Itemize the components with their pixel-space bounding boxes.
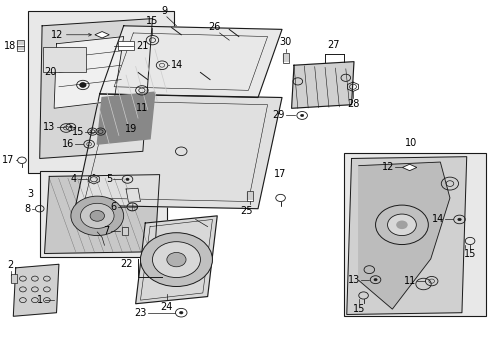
Text: 1: 1	[38, 295, 43, 305]
Text: 13: 13	[347, 275, 360, 285]
Text: 11: 11	[136, 103, 148, 113]
Polygon shape	[40, 19, 152, 158]
Text: 5: 5	[106, 174, 112, 184]
Circle shape	[140, 233, 212, 287]
Circle shape	[71, 196, 123, 235]
Text: 20: 20	[44, 67, 57, 77]
Text: 4: 4	[71, 174, 77, 184]
Bar	[11, 274, 17, 283]
Polygon shape	[95, 32, 109, 38]
Bar	[118, 41, 134, 50]
Text: 15: 15	[146, 16, 158, 26]
Text: 30: 30	[279, 37, 291, 47]
Text: 15: 15	[463, 249, 475, 259]
Text: 26: 26	[208, 22, 220, 32]
Bar	[43, 47, 86, 72]
Text: 19: 19	[124, 124, 137, 134]
Text: 21: 21	[136, 41, 149, 50]
Bar	[344, 153, 485, 316]
Polygon shape	[402, 164, 416, 171]
Circle shape	[80, 82, 86, 87]
Bar	[40, 171, 166, 257]
Circle shape	[300, 114, 303, 117]
Circle shape	[90, 211, 104, 221]
Text: 13: 13	[43, 122, 56, 132]
Text: 24: 24	[161, 302, 173, 312]
Polygon shape	[100, 26, 282, 98]
Text: 8: 8	[24, 204, 31, 214]
Circle shape	[166, 252, 185, 267]
Text: 27: 27	[327, 40, 339, 50]
Circle shape	[387, 214, 415, 235]
Bar	[247, 192, 253, 201]
Text: 11: 11	[403, 276, 415, 286]
Text: 28: 28	[346, 99, 359, 109]
Text: 18: 18	[3, 41, 16, 50]
Circle shape	[152, 242, 200, 278]
Text: 2: 2	[7, 260, 13, 270]
Polygon shape	[54, 37, 123, 108]
Text: 12: 12	[381, 162, 393, 172]
Text: 16: 16	[61, 139, 74, 149]
Circle shape	[395, 221, 407, 229]
Polygon shape	[13, 264, 59, 316]
Text: 9: 9	[162, 6, 167, 16]
Polygon shape	[346, 157, 466, 315]
Text: 7: 7	[103, 226, 109, 236]
Circle shape	[373, 279, 376, 281]
Text: 23: 23	[134, 308, 146, 318]
Circle shape	[126, 178, 129, 180]
Bar	[122, 226, 128, 235]
Polygon shape	[44, 175, 159, 253]
Circle shape	[179, 311, 183, 314]
Text: 29: 29	[272, 111, 285, 121]
Bar	[283, 53, 288, 63]
Circle shape	[457, 218, 460, 221]
Circle shape	[69, 126, 72, 128]
Text: 6: 6	[111, 202, 117, 212]
Text: 15: 15	[72, 127, 84, 136]
Polygon shape	[358, 162, 449, 309]
Circle shape	[81, 203, 114, 228]
Text: 12: 12	[51, 30, 63, 40]
Bar	[28, 12, 174, 173]
Bar	[17, 40, 24, 51]
Text: 3: 3	[27, 189, 33, 199]
Circle shape	[375, 205, 427, 244]
Text: 17: 17	[2, 155, 14, 165]
Text: 10: 10	[405, 138, 417, 148]
Text: 15: 15	[352, 305, 364, 314]
Polygon shape	[126, 188, 140, 202]
Text: 25: 25	[240, 206, 252, 216]
Polygon shape	[291, 62, 353, 108]
Text: 14: 14	[170, 60, 183, 70]
Text: 22: 22	[120, 259, 132, 269]
Polygon shape	[135, 216, 217, 304]
Polygon shape	[76, 94, 282, 209]
Text: 14: 14	[431, 215, 443, 224]
Polygon shape	[97, 92, 155, 144]
Text: 17: 17	[274, 169, 286, 179]
